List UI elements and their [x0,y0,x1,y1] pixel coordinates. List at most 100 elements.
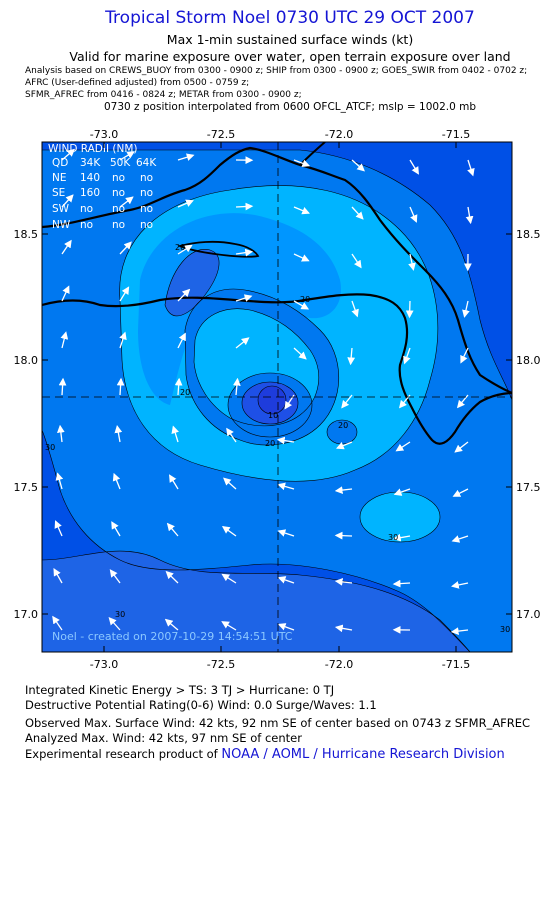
wind-vector-arrow [164,618,179,631]
experimental-prefix: Experimental research product of [25,747,222,761]
wind-radii-header-34k: 34K [80,157,101,169]
wind-radii-row-quadrant: NE [52,172,67,184]
band-sw-40 [42,551,470,652]
wind-vector-arrow [60,331,69,349]
lat-tick-label: 18.0 [516,354,541,367]
contour-label: 20 [175,243,185,252]
wind-vector-arrow [223,477,237,490]
contour-label: 20 [265,439,275,448]
dpr-line: Destructive Potential Rating(0-6) Wind: … [25,698,377,712]
contour-label-group: 20 20 20 20 30 30 30 30 20 10 [45,243,510,634]
wind-vector-arrow [334,577,353,586]
wind-vector-arrow [293,206,311,215]
wind-vector-arrow [119,286,130,302]
wind-radii-row-34k: no [80,219,93,231]
subtitle-exposure: Valid for marine exposure over water, op… [69,49,511,64]
observed-max-line: Observed Max. Surface Wind: 42 kts, 92 n… [25,716,531,730]
wind-vectors [52,148,475,635]
wind-vector-arrow [169,474,179,490]
wind-radii-row-50k: no [112,219,125,231]
wind-vector-arrow [451,535,469,543]
wind-radii-row-quadrant: SE [52,187,65,199]
contour-label: 30 [500,625,510,634]
contour-fill-layer: 20 20 20 20 30 30 30 30 20 10 WIND RADII… [42,142,512,652]
subtitle-winds: Max 1-min sustained surface winds (kt) [166,32,414,47]
lat-tick-label: 18.5 [516,228,541,241]
wind-radii-row-50k: no [112,203,125,215]
wind-vector-arrow [221,525,237,537]
contour-label: 30 [388,533,398,542]
wind-vector-arrow [235,337,250,349]
wind-vector-arrow [177,288,191,302]
wind-vector-arrow [393,488,411,496]
hrd-link[interactable]: NOAA / AOML / Hurricane Research Divisio… [221,747,505,762]
wind-radii-row-64k: no [140,172,153,184]
wind-vector-arrow [61,239,72,255]
wind-vector-arrow [177,199,194,208]
contour-label: 10 [268,411,278,420]
wind-vector-arrow [119,151,135,161]
wind-radii-title: WIND RADII (NM) [48,143,138,155]
wind-radii-row-quadrant: NW [52,219,71,231]
wind-vector-arrow [116,377,125,396]
lat-tick-label: 18.5 [14,228,39,241]
band-se-lt20 [360,492,440,542]
wind-vector-arrow [451,581,469,589]
lon-tick-label: -71.5 [442,658,470,671]
wind-vector-arrow [341,394,353,409]
wind-radii-header-qd: QD [52,157,68,169]
wind-vector-arrow [235,248,254,257]
wind-vector-arrow [293,300,310,310]
lat-tick-label: 17.0 [14,608,39,621]
contour-label: 20 [300,295,310,304]
lon-tick-label: -72.5 [207,128,235,141]
analysis-line-2: AFRC (User-defined adjusted) from 0500 -… [25,78,250,88]
wind-vector-arrow [277,482,295,491]
wind-vector-arrow [460,347,469,364]
lat-tick-label: 17.5 [14,481,39,494]
wind-vector-arrow [403,347,411,365]
wind-vector-arrow [277,576,295,584]
wind-vector-arrow [351,253,362,269]
wind-vector-arrow [56,424,65,443]
wind-vector-arrow [233,377,241,396]
wind-vector-arrow [409,159,419,175]
wind-vector-arrow [409,206,418,223]
wind-vector-arrow [456,394,469,409]
wind-radii-row-64k: no [140,219,153,231]
wind-vector-arrow [277,529,295,537]
contour-label: 30 [115,610,125,619]
wind-vector-arrow [405,300,414,319]
wind-vector-arrow [454,441,469,453]
wind-vector-arrow [171,425,179,443]
wind-vector-arrow [293,347,307,360]
wind-vector-arrow [462,300,470,318]
wind-vector-arrow [61,148,76,161]
wind-radii-header-50k: 50K [110,157,131,169]
wind-vector-arrow [165,570,179,584]
wind-vector-arrow [109,569,121,584]
wind-vector-arrow [54,520,63,537]
wind-vector-arrow [347,347,356,366]
contour-label: 30 [45,443,55,452]
lon-labels-top: -73.0 -72.5 -72.0 -71.5 [90,128,470,141]
wind-vector-arrow [61,285,70,302]
lat-tick-label: 17.5 [516,481,541,494]
lat-labels-right: 18.5 18.0 17.5 17.0 [516,228,541,621]
wind-vector-arrow [276,436,295,445]
wind-radii-row-34k: 140 [80,172,100,184]
wind-vector-arrow [52,615,63,631]
wind-vector-arrow [61,194,74,208]
wind-radii-row-64k: no [140,203,153,215]
wind-vector-arrow [452,488,469,497]
band-nw-max [165,249,220,316]
wind-vector-arrow [351,206,364,220]
analyzed-max-line: Analyzed Max. Wind: 42 kts, 97 nm SE of … [25,731,302,745]
position-line: 0730 z position interpolated from 0600 O… [103,101,477,113]
wind-radii-row-34k: no [80,203,93,215]
wind-vector-arrow [221,621,237,631]
wind-analysis-map: 20 20 20 20 30 30 30 30 20 10 WIND RADII… [14,128,541,671]
lon-tick-label: -73.0 [90,658,118,671]
wind-vector-arrow [334,624,353,633]
wind-vector-arrow [114,425,123,443]
